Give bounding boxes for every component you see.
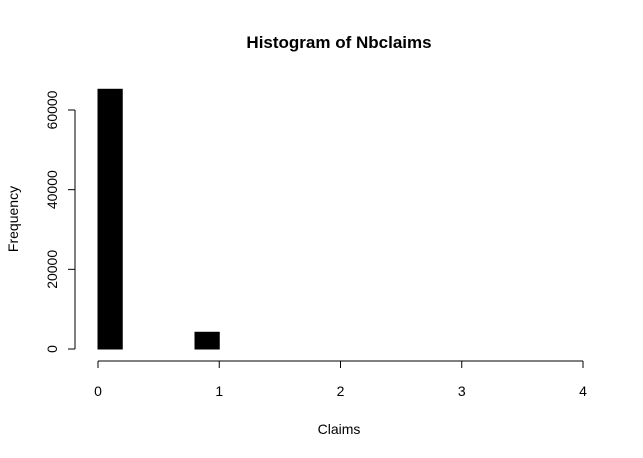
y-axis: 0 20000 40000 60000 <box>44 90 76 353</box>
x-tick-label: 0 <box>94 383 102 399</box>
x-tick-label: 4 <box>579 383 587 399</box>
y-tick-label: 60000 <box>44 90 60 129</box>
y-tick-label: 20000 <box>44 250 60 289</box>
histogram-bar-0 <box>97 88 123 350</box>
y-axis-label: Frequency <box>5 186 21 252</box>
x-axis-label: Claims <box>318 421 361 437</box>
chart-title: Histogram of Nbclaims <box>246 33 431 52</box>
histogram-bar-1 <box>194 331 220 350</box>
x-tick-label: 2 <box>337 383 345 399</box>
x-tick-label: 3 <box>458 383 466 399</box>
x-axis: 0 1 2 3 4 <box>94 360 587 399</box>
y-tick-label: 0 <box>44 345 60 353</box>
x-tick-label: 1 <box>215 383 223 399</box>
y-tick-label: 40000 <box>44 170 60 209</box>
bars-group <box>97 88 220 350</box>
